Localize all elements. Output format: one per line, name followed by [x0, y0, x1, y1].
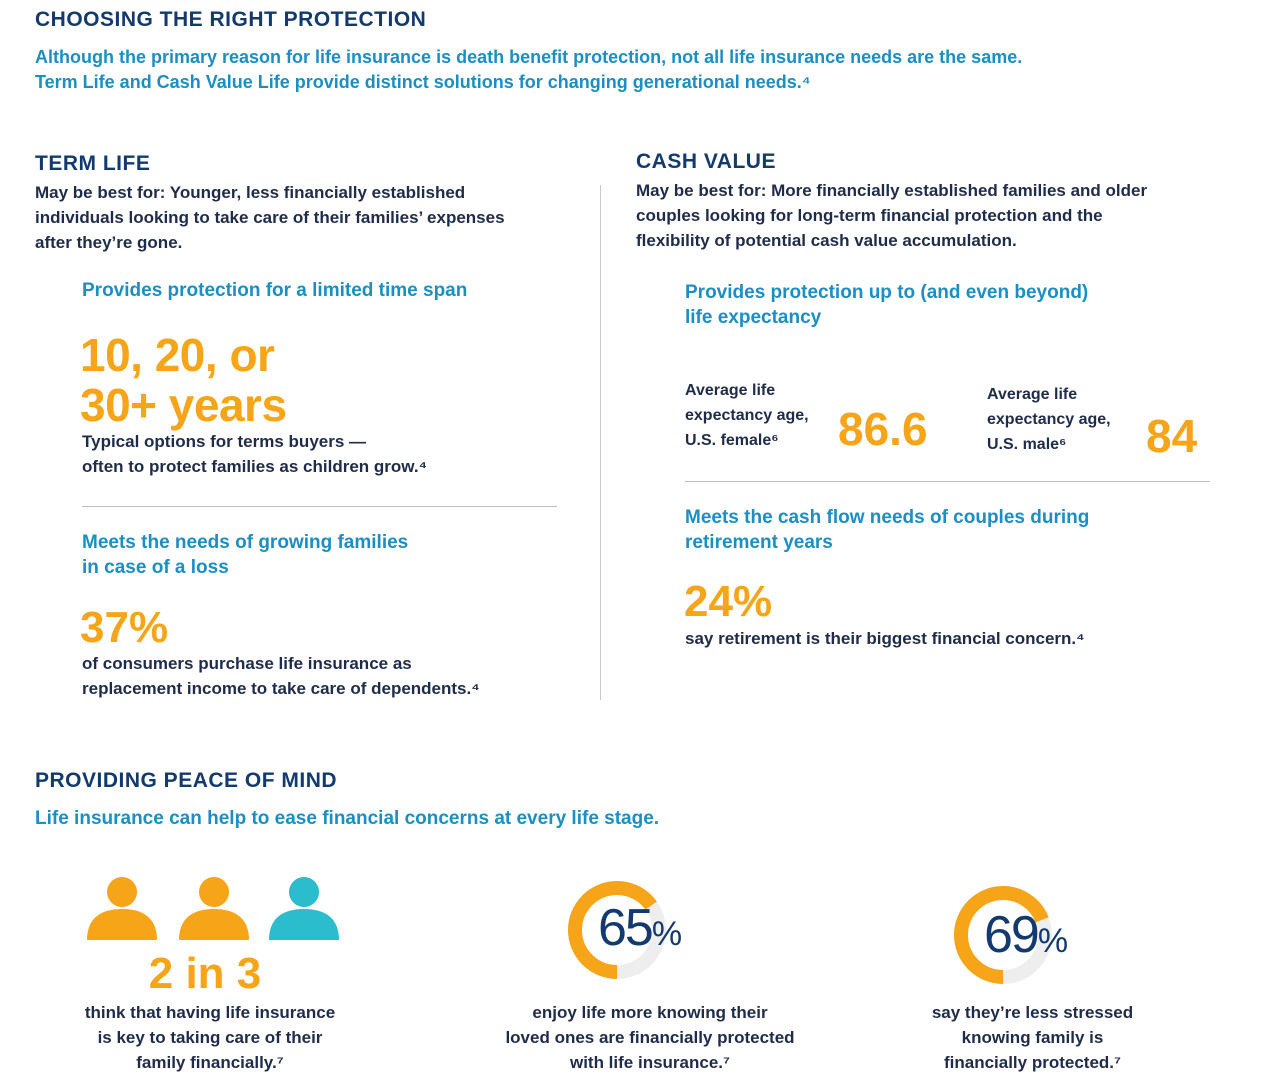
- term-stat1: 10, 20, or 30+ years: [80, 330, 287, 430]
- donut-65: [562, 875, 666, 985]
- male-expectancy-value: 84: [1146, 410, 1198, 462]
- person-icon: [179, 877, 249, 940]
- cash-best-for-line2: couples looking for long-term financial …: [636, 206, 1103, 225]
- male-label-line1: Average life: [987, 386, 1078, 403]
- section-title-protection: CHOOSING THE RIGHT PROTECTION: [35, 8, 427, 31]
- stat-65-desc-line3: with life insurance.⁷: [569, 1053, 731, 1072]
- male-label-line3: U.S. male⁶: [987, 436, 1067, 453]
- female-expectancy-label: Average life expectancy age, U.S. female…: [685, 378, 809, 453]
- people-icon-group: [85, 874, 345, 944]
- term-benefit2-line1: Meets the needs of growing families: [82, 532, 409, 553]
- stat-2in3-desc-line3: family financially.⁷: [136, 1053, 284, 1072]
- term-stat1-line2: 30+ years: [80, 379, 287, 431]
- stat-69-desc: say they’re less stressed knowing family…: [855, 1000, 1210, 1075]
- term-stat2-desc: of consumers purchase life insurance as …: [82, 651, 480, 701]
- column-divider: [600, 185, 601, 700]
- cash-benefit2-line2: retirement years: [685, 532, 833, 553]
- stat-65-value-wrap: 65%: [598, 898, 682, 958]
- term-stat1-desc-line2: often to protect families as children gr…: [82, 457, 427, 476]
- stat-2in3-value: 2 in 3: [148, 949, 262, 998]
- term-benefit2: Meets the needs of growing families in c…: [82, 530, 408, 580]
- stat-65-desc: enjoy life more knowing their loved ones…: [470, 1000, 830, 1075]
- term-stat1-desc: Typical options for terms buyers — often…: [82, 429, 427, 479]
- cash-best-for: May be best for: More financially establ…: [636, 178, 1147, 253]
- cash-benefit2-line1: Meets the cash flow needs of couples dur…: [685, 507, 1090, 528]
- stat-65-desc-line1: enjoy life more knowing their: [532, 1003, 768, 1022]
- female-label-line3: U.S. female⁶: [685, 432, 779, 449]
- stat-69-value: 69: [984, 906, 1040, 964]
- term-divider: [82, 506, 557, 507]
- ring-progress: [954, 886, 1052, 984]
- stat-69-desc-line3: financially protected.⁷: [943, 1053, 1122, 1072]
- stat-69-desc-line2: knowing family is: [961, 1028, 1104, 1047]
- term-stat1-desc-line1: Typical options for terms buyers —: [82, 432, 367, 451]
- term-benefit2-line2: in case of a loss: [82, 557, 229, 578]
- stat-2in3-desc-line2: is key to taking care of their: [97, 1028, 323, 1047]
- person-icon: [269, 877, 339, 940]
- section-title-peace-of-mind: PROVIDING PEACE OF MIND: [35, 769, 338, 792]
- donut-69: [948, 880, 1058, 990]
- term-best-for: May be best for: Younger, less financial…: [35, 180, 505, 255]
- stat-65-unit: %: [651, 915, 683, 953]
- cash-divider: [685, 481, 1210, 482]
- stat-65-desc-line2: loved ones are financially protected: [505, 1028, 795, 1047]
- stat-69-value-wrap: 69%: [984, 905, 1068, 965]
- cash-stat-desc: say retirement is their biggest financia…: [685, 629, 1085, 648]
- stat-2in3-desc: think that having life insurance is key …: [30, 1000, 390, 1075]
- term-stat2-desc-line1: of consumers purchase life insurance as: [82, 654, 412, 673]
- cash-benefit1-line2: life expectancy: [685, 307, 822, 328]
- cash-best-for-line3: flexibility of potential cash value accu…: [636, 231, 1017, 250]
- section-intro-line1: Although the primary reason for life ins…: [35, 47, 1023, 67]
- male-expectancy-label: Average life expectancy age, U.S. male⁶: [987, 382, 1111, 457]
- term-best-for-line1: May be best for: Younger, less financial…: [35, 183, 466, 202]
- cash-benefit2: Meets the cash flow needs of couples dur…: [685, 505, 1089, 555]
- term-benefit1: Provides protection for a limited time s…: [82, 280, 468, 301]
- term-stat2-desc-line2: replacement income to take care of depen…: [82, 679, 480, 698]
- section-intro-line2: Term Life and Cash Value Life provide di…: [35, 72, 811, 92]
- stat-69-desc-line1: say they’re less stressed: [931, 1003, 1134, 1022]
- female-expectancy-value: 86.6: [838, 403, 928, 455]
- term-stat2: 37%: [80, 603, 169, 652]
- cash-best-for-line1: May be best for: More financially establ…: [636, 181, 1148, 200]
- term-best-for-line2: individuals looking to take care of thei…: [35, 208, 505, 227]
- term-stat1-line1: 10, 20, or: [80, 329, 275, 381]
- male-label-line2: expectancy age,: [987, 411, 1111, 428]
- cash-value-title: CASH VALUE: [636, 150, 776, 173]
- female-label-line2: expectancy age,: [685, 407, 809, 424]
- term-life-title: TERM LIFE: [35, 152, 151, 175]
- person-icon: [87, 877, 157, 940]
- stat-2in3-desc-line1: think that having life insurance: [84, 1003, 336, 1022]
- section2-subtitle: Life insurance can help to ease financia…: [35, 808, 660, 829]
- stat-65-value: 65: [598, 899, 654, 957]
- female-label-line1: Average life: [685, 382, 776, 399]
- ring-progress: [568, 881, 666, 979]
- cash-benefit1-line1: Provides protection up to (and even beyo…: [685, 282, 1089, 303]
- cash-benefit1: Provides protection up to (and even beyo…: [685, 280, 1088, 330]
- cash-stat: 24%: [684, 577, 773, 626]
- term-best-for-line3: after they’re gone.: [35, 233, 183, 252]
- stat-69-unit: %: [1037, 922, 1069, 960]
